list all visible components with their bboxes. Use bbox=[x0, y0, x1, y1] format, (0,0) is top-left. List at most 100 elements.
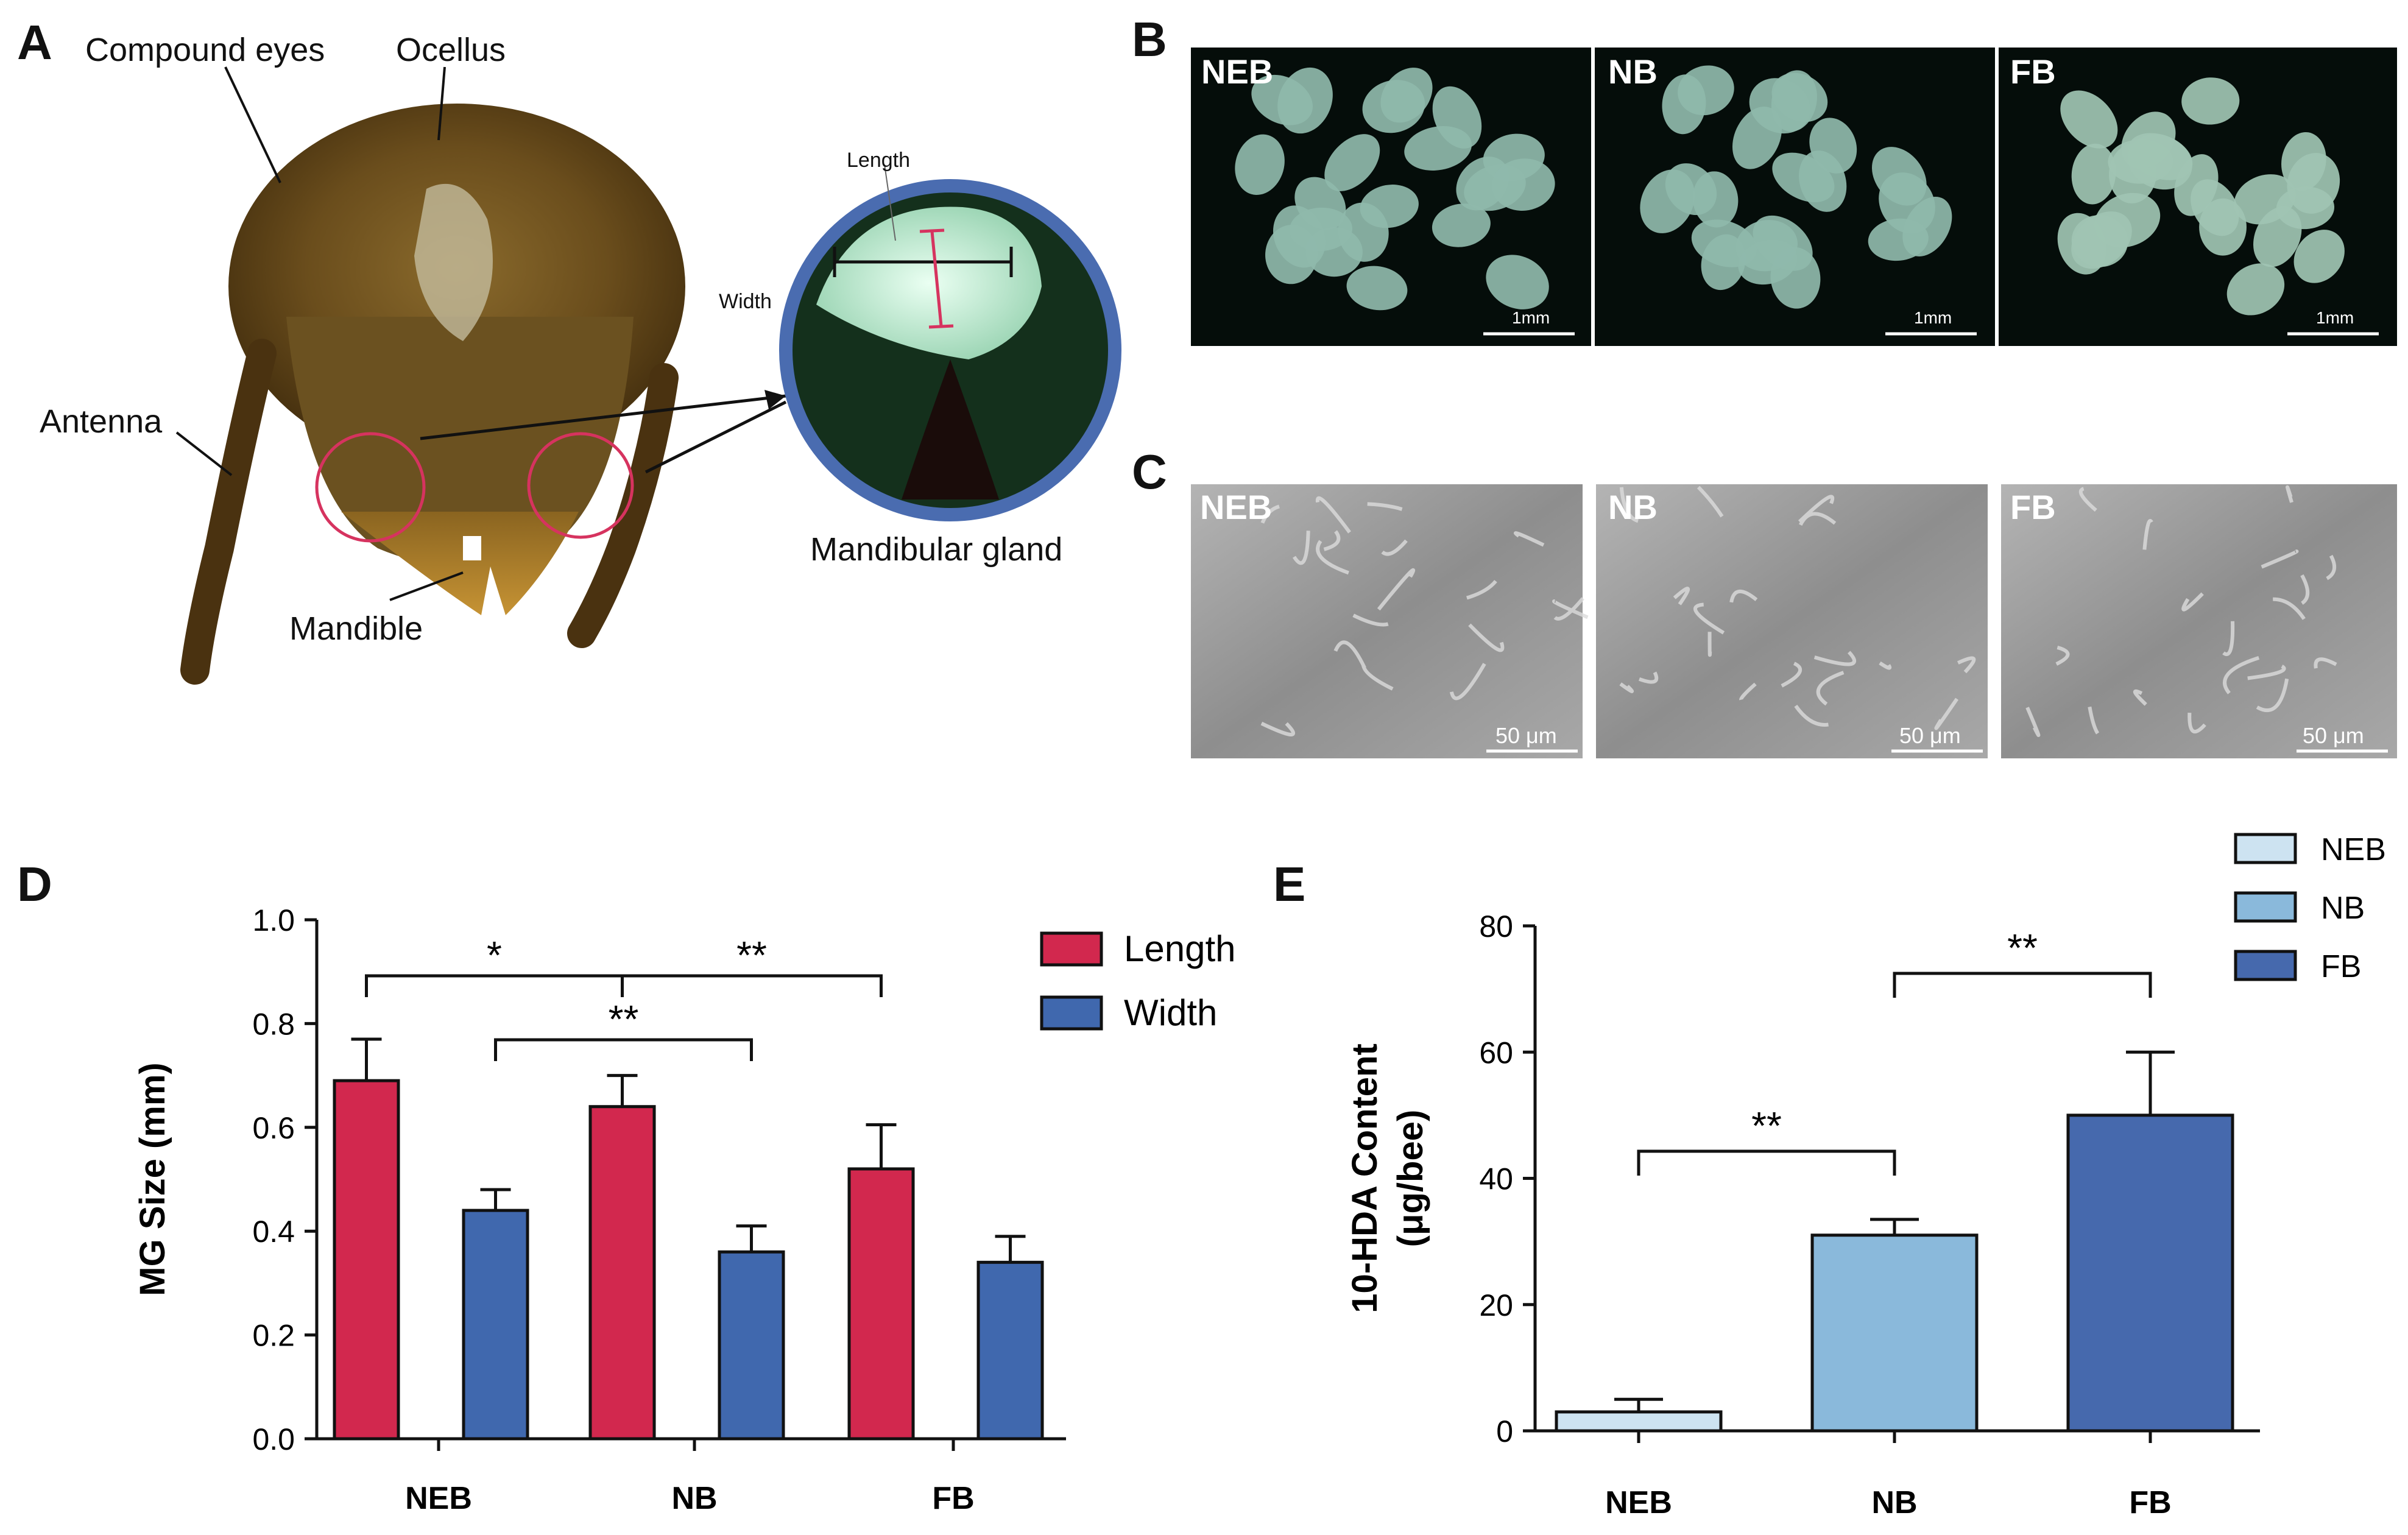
sem-ridge bbox=[1739, 682, 1757, 700]
sem-ridge bbox=[1377, 568, 1416, 611]
x-tick-label: NEB bbox=[1605, 1485, 1672, 1520]
gland-blob bbox=[1324, 134, 1380, 191]
label-compound-eyes: Compound eyes bbox=[85, 32, 325, 68]
sem-ridge bbox=[2187, 713, 2206, 733]
gland-circle-left bbox=[315, 432, 426, 543]
significance-bracket bbox=[1893, 972, 2152, 998]
mandible-shape bbox=[341, 512, 579, 615]
gland-blob bbox=[2234, 174, 2296, 225]
gland-blob bbox=[2281, 132, 2326, 191]
x-tick-label: NB bbox=[671, 1481, 717, 1516]
label-width: Width bbox=[719, 290, 772, 313]
sem-ridge bbox=[2223, 656, 2260, 694]
sem-ridge bbox=[1639, 671, 1659, 684]
x-tick-label: NEB bbox=[405, 1481, 472, 1516]
gland-blob bbox=[1691, 219, 1757, 267]
legend-swatch bbox=[1040, 931, 1103, 967]
label-antenna: Antenna bbox=[40, 403, 163, 440]
sem-ridge bbox=[1553, 597, 1584, 621]
b-tag-nb: NB bbox=[1608, 52, 1658, 91]
sem-ridge bbox=[2181, 592, 2204, 612]
sem-ridge bbox=[2273, 597, 2306, 620]
significance-label: ** bbox=[1751, 1104, 1782, 1148]
c-tag-fb: FB bbox=[2010, 488, 2056, 526]
y-tick-label: 0.2 bbox=[252, 1319, 295, 1353]
legend-swatch bbox=[2234, 950, 2297, 981]
legend-label: Width bbox=[1124, 992, 1217, 1033]
sem-ridge bbox=[1799, 512, 1837, 526]
significance-bracket bbox=[1637, 1149, 1896, 1176]
sem-texture bbox=[1260, 485, 2337, 737]
gland-blob bbox=[2060, 90, 2118, 149]
b-tag-neb: NEB bbox=[1201, 52, 1274, 91]
sem-ridge bbox=[1879, 661, 1892, 670]
bar bbox=[462, 1209, 529, 1441]
gland-blob bbox=[1273, 205, 1326, 268]
sem-ridge bbox=[1816, 671, 1845, 706]
gland-blob bbox=[1251, 74, 1313, 125]
sem-ridge bbox=[1367, 502, 1403, 511]
sem-ridge bbox=[1333, 640, 1366, 669]
sem-ridge bbox=[2088, 706, 2100, 735]
panel-a-letter: A bbox=[17, 15, 52, 69]
bar bbox=[718, 1250, 785, 1441]
panel-b-letter: B bbox=[1132, 12, 1167, 66]
legend-label: Length bbox=[1124, 928, 1236, 969]
label-length: Length bbox=[847, 149, 910, 172]
panel-c-letter: C bbox=[1132, 445, 1167, 499]
y-tick-label: 0 bbox=[1496, 1414, 1513, 1449]
c-scale-nb: 50 μm bbox=[1899, 723, 1961, 748]
c-scale-fb: 50 μm bbox=[2303, 723, 2364, 748]
gland-blob bbox=[1432, 203, 1491, 247]
sem-ridge bbox=[2025, 707, 2041, 737]
panel-d-letter: D bbox=[17, 857, 52, 911]
sem-ridge bbox=[2133, 689, 2147, 706]
sem-ridge bbox=[1781, 662, 1802, 688]
gland-blob bbox=[2181, 77, 2240, 125]
panel-c-sem-images bbox=[1191, 484, 2397, 758]
sem-ridge bbox=[1468, 623, 1505, 652]
legend-swatch bbox=[2234, 891, 2297, 923]
sem-ridge bbox=[1352, 613, 1389, 627]
sem-ridge bbox=[1361, 665, 1394, 691]
gland-length-line bbox=[930, 231, 943, 326]
bar bbox=[2066, 1113, 2234, 1433]
gland-blob bbox=[2226, 263, 2285, 316]
gland-blob bbox=[1432, 86, 1482, 149]
sem-ridge bbox=[1292, 531, 1310, 565]
y-tick-label: 60 bbox=[1479, 1036, 1513, 1070]
panel-e-letter: E bbox=[1273, 857, 1306, 911]
gland-blob bbox=[1486, 255, 1549, 309]
b-scale-nb: 1mm bbox=[1914, 308, 1952, 327]
significance-bracket bbox=[494, 1038, 753, 1061]
chart-e-10hda: 0 20 40 60 80 10-HDA Content (μg/bee) NEB NB FB **… bbox=[1345, 832, 2386, 1520]
sem-ridge bbox=[2261, 549, 2299, 569]
gland-blob bbox=[2121, 111, 2176, 169]
sem-ridge bbox=[1323, 530, 1341, 551]
y-axis-label-units: (μg/bee) bbox=[1391, 1110, 1430, 1247]
y-tick-label: 0.8 bbox=[252, 1007, 295, 1041]
gland-blob bbox=[1346, 266, 1408, 311]
panel-b-gland-images bbox=[1191, 48, 2397, 346]
sem-ridge bbox=[1794, 705, 1829, 727]
b-scale-neb: 1mm bbox=[1512, 308, 1550, 327]
sem-ridge bbox=[1619, 487, 1639, 523]
significance-label: ** bbox=[2007, 926, 2038, 970]
sem-ridge bbox=[2222, 621, 2235, 656]
gland-blob bbox=[1492, 158, 1555, 211]
sem-ridge bbox=[2326, 554, 2337, 580]
y-tick-label: 80 bbox=[1479, 909, 1513, 944]
gland-blobs bbox=[1235, 65, 2345, 316]
gland-blob bbox=[2174, 154, 2219, 216]
bar bbox=[588, 1105, 656, 1441]
sem-ridge bbox=[1316, 540, 1349, 575]
c-scale-neb: 50 μm bbox=[1495, 723, 1557, 748]
sem-ridge bbox=[1798, 495, 1835, 523]
right-antenna bbox=[567, 363, 679, 648]
c-tag-neb: NEB bbox=[1200, 488, 1273, 526]
label-mandible: Mandible bbox=[289, 610, 423, 647]
significance-bracket bbox=[365, 974, 624, 997]
x-tick-label: FB bbox=[932, 1481, 974, 1516]
gland-blob bbox=[2071, 143, 2116, 205]
sem-ridge bbox=[1260, 504, 1280, 524]
